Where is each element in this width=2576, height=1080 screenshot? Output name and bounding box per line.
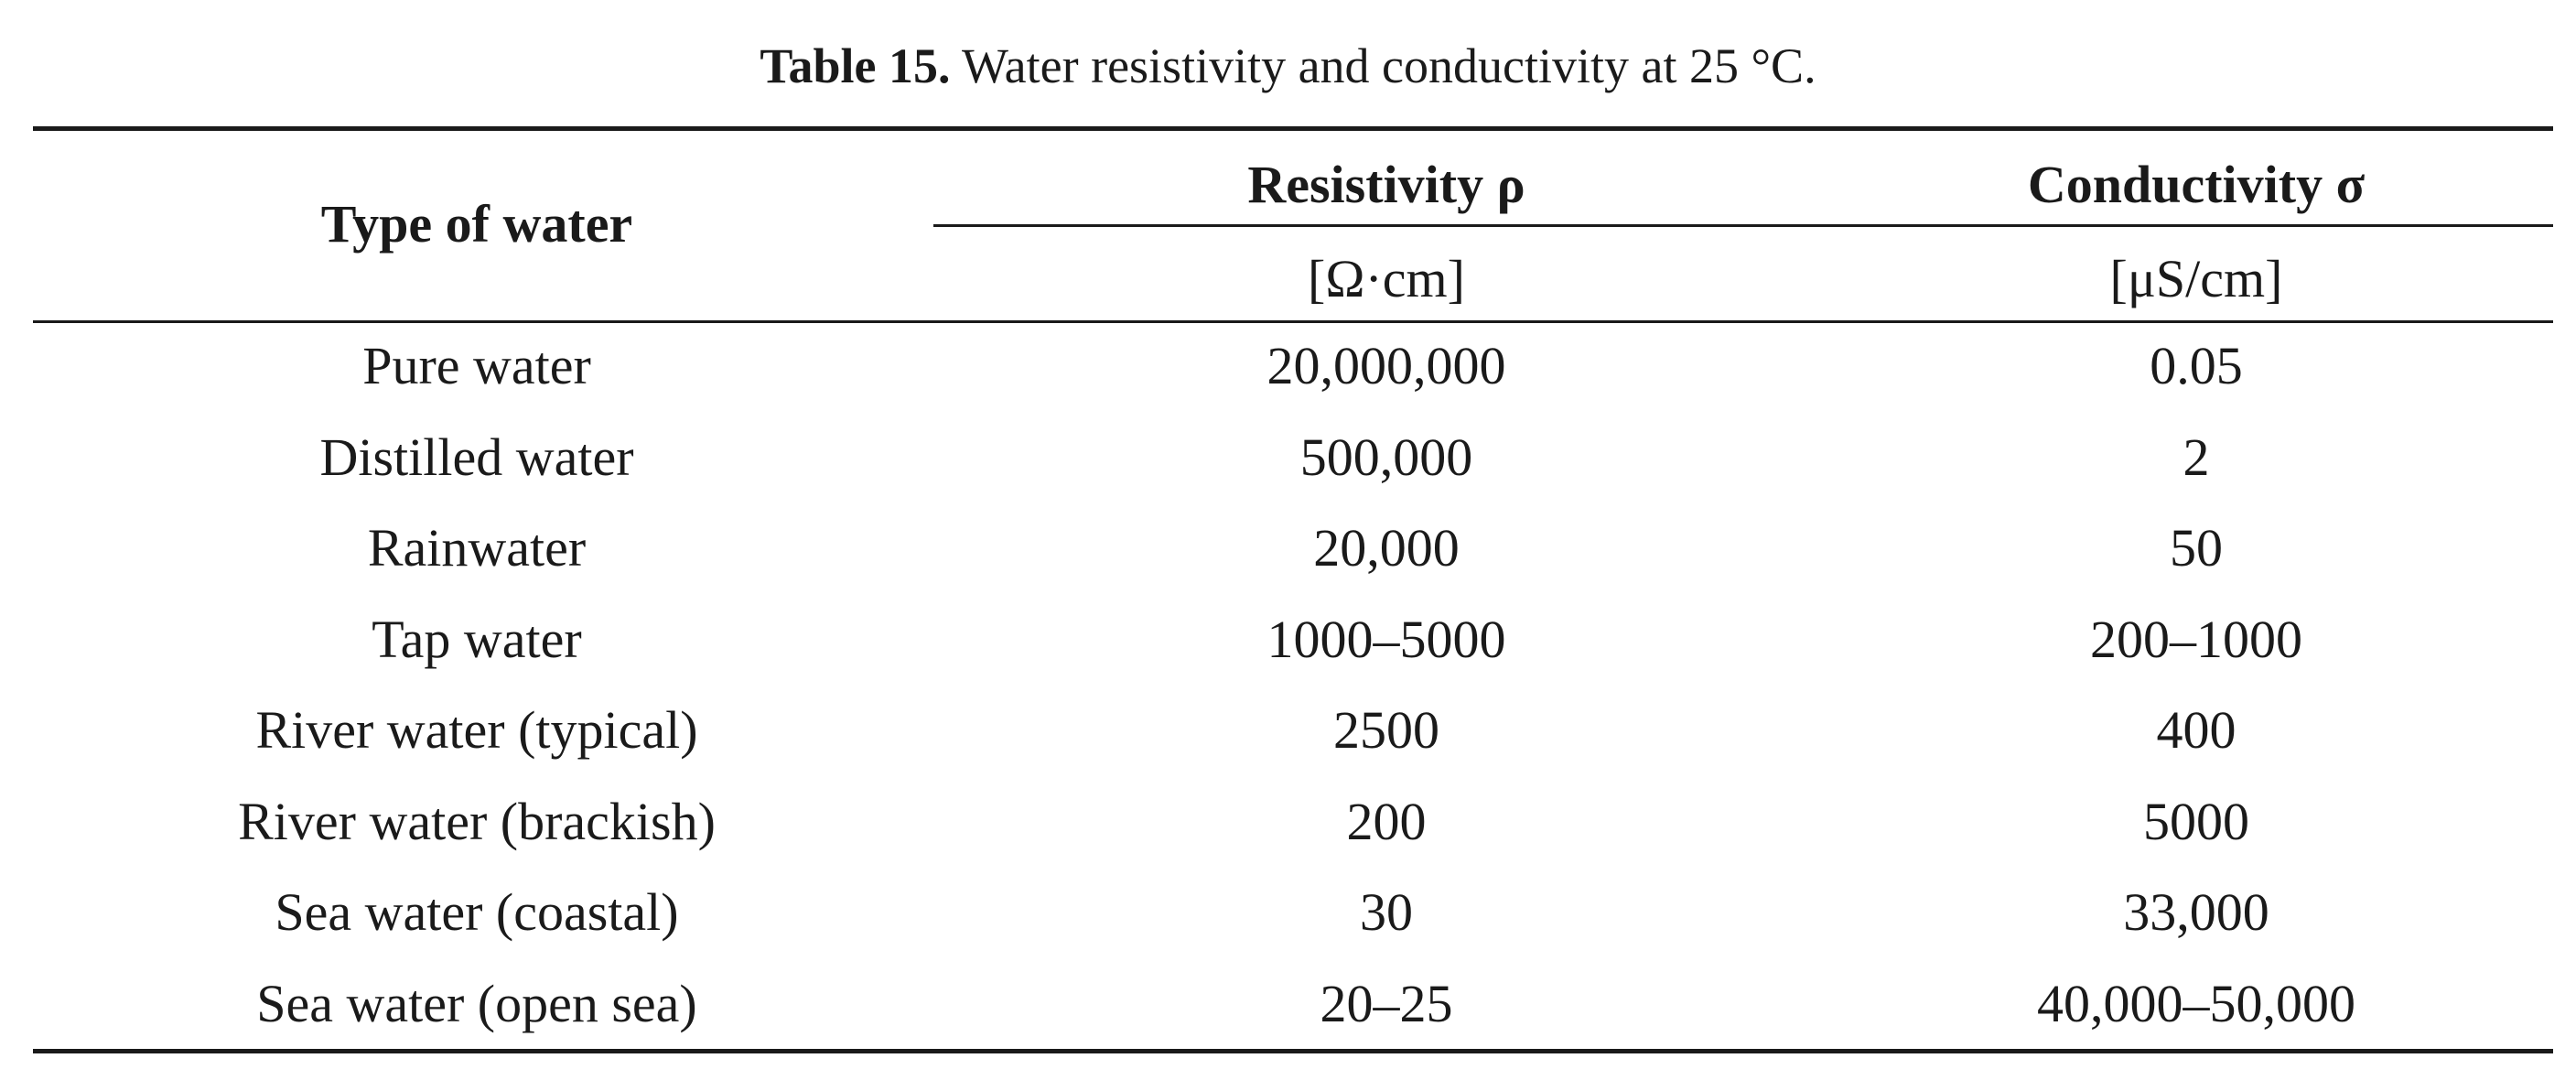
table-cell: 40,000–50,000 (2037, 973, 2355, 1033)
bottom-rule (33, 1049, 2553, 1053)
table-cell: 20–25 (1320, 973, 1453, 1033)
table-cell: 20,000,000 (1266, 336, 1506, 395)
table-cell: 2 (2183, 427, 2210, 487)
unit-cell: [μS/cm] (2109, 249, 2283, 308)
row-label: River water (typical) (255, 700, 698, 760)
row-label: Distilled water (319, 427, 634, 487)
table-cell: 200 (1346, 791, 1427, 851)
row-label: Sea water (coastal) (275, 882, 679, 942)
unit-cell: [Ω·cm] (1308, 249, 1465, 308)
table-cell: 0.05 (2150, 336, 2243, 395)
header-cell: Resistivity ρ (1247, 155, 1525, 214)
row-label: Sea water (open sea) (256, 973, 697, 1033)
header-cell: Type of water (320, 194, 633, 254)
table-cell: 400 (2156, 700, 2236, 760)
table-cell: 200–1000 (2090, 609, 2302, 669)
table-cell: 1000–5000 (1266, 609, 1506, 669)
row-label: Rainwater (367, 518, 587, 578)
header-cell: Conductivity σ (2027, 155, 2366, 214)
header-rule (933, 224, 2553, 227)
table-cell: 50 (2170, 518, 2223, 578)
caption-label: Table 15. (760, 38, 951, 93)
table-cell: 500,000 (1299, 427, 1473, 487)
table-cell: 5000 (2143, 791, 2249, 851)
row-label: Pure water (362, 336, 591, 395)
table-cell: 30 (1360, 882, 1413, 942)
header-bottom-rule (33, 320, 2553, 323)
top-rule (33, 126, 2553, 131)
table-cell: 33,000 (2123, 882, 2269, 942)
row-label: Tap water (372, 609, 582, 669)
caption-text: Water resistivity and conductivity at 25… (962, 38, 1816, 93)
table-caption: Table 15. Water resistivity and conducti… (0, 37, 2576, 95)
row-label: River water (brackish) (238, 791, 716, 851)
table-cell: 2500 (1333, 700, 1439, 760)
table-cell: 20,000 (1313, 518, 1460, 578)
